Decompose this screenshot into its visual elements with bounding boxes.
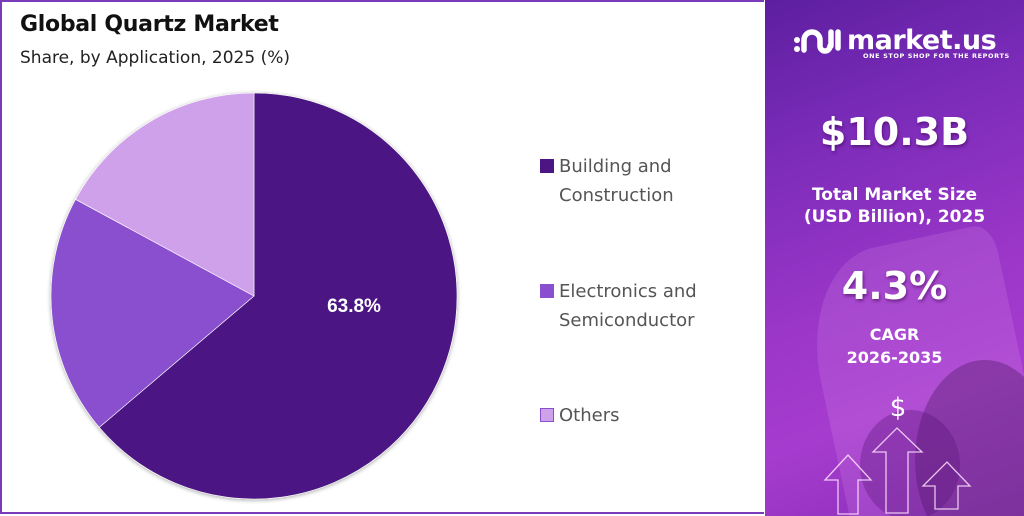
legend-label-building: Building and Construction [559, 156, 674, 206]
arrow-up-icon [921, 461, 972, 510]
chart-subtitle: Share, by Application, 2025 (%) [20, 48, 290, 68]
legend-swatch-electronics [540, 284, 554, 298]
pie-chart: 63.8% [50, 92, 458, 500]
slice-label-building: 63.8% [327, 296, 381, 317]
legend-label-others: Others [559, 405, 620, 426]
dollar-icon: $ [889, 393, 907, 423]
chart-title: Global Quartz Market [20, 12, 279, 37]
arrow-up-icon [823, 454, 873, 515]
cagr-label: CAGR 2026-2035 [846, 325, 943, 367]
market-size-label: Total Market Size (USD Billion), 2025 [803, 185, 986, 227]
brand-tagline: ONE STOP SHOP FOR THE REPORTS [863, 52, 1010, 60]
legend-item-building: Building and Construction [540, 152, 674, 210]
brand-logo: market.us [793, 25, 997, 56]
arrow-up-icon [871, 427, 924, 514]
background-decoration [860, 410, 960, 516]
market-size-value: $10.3B [819, 110, 970, 154]
chart-panel: Global Quartz Market Share, by Applicati… [0, 0, 764, 514]
slice-electronics [50, 198, 255, 428]
legend-item-others: Others [540, 401, 620, 430]
brand-name: market.us [847, 25, 997, 56]
growth-arrows-icon [823, 427, 972, 515]
legend-item-electronics: Electronics and Semiconductor [540, 277, 697, 335]
slice-building [98, 92, 458, 500]
market-us-logo-icon [794, 29, 841, 54]
legend-swatch-others [540, 408, 554, 422]
slice-others [75, 92, 255, 297]
summary-sidebar: market.us ONE STOP SHOP FOR THE REPORTS … [765, 0, 1024, 516]
legend-label-electronics: Electronics and Semiconductor [559, 281, 697, 331]
legend-swatch-building [540, 159, 554, 173]
cagr-value: 4.3% [841, 264, 948, 308]
